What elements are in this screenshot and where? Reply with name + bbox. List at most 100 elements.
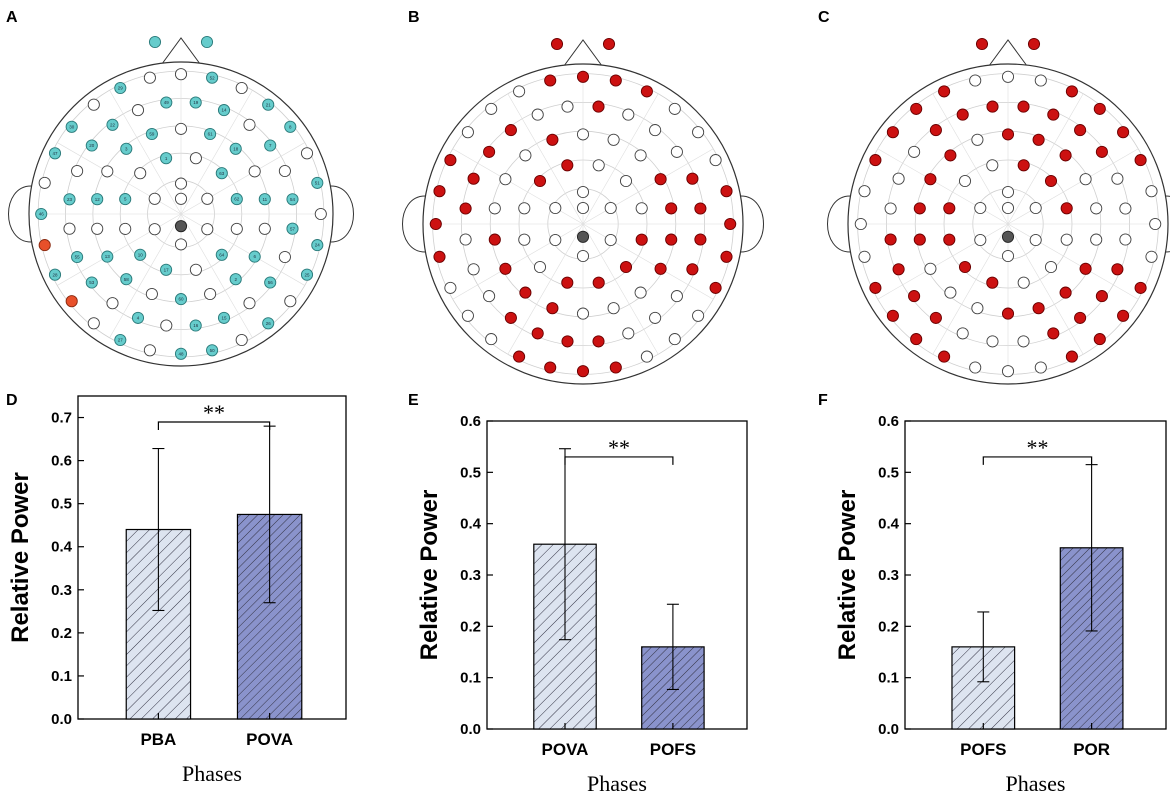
x-axis-label: Phases bbox=[182, 761, 242, 786]
right-ear bbox=[330, 185, 354, 243]
electrode bbox=[160, 96, 173, 109]
y-tick-label: 0.5 bbox=[460, 464, 481, 481]
electrode bbox=[986, 276, 999, 289]
electrode-number: 59 bbox=[149, 132, 155, 137]
y-tick-label: 0.4 bbox=[51, 539, 73, 556]
electrode bbox=[429, 217, 442, 231]
electrode bbox=[854, 217, 867, 231]
electrode bbox=[264, 139, 277, 152]
electrode bbox=[694, 202, 707, 215]
electrode bbox=[592, 276, 605, 289]
electrode bbox=[204, 287, 217, 301]
y-tick-label: 0.5 bbox=[51, 496, 72, 513]
electrode bbox=[143, 344, 156, 357]
left-ear bbox=[8, 185, 32, 243]
x-axis-label: Phases bbox=[1006, 771, 1066, 794]
electrode bbox=[230, 193, 243, 206]
electrode bbox=[300, 268, 314, 281]
electrode bbox=[1029, 233, 1042, 247]
electrode bbox=[314, 207, 327, 221]
electrode bbox=[433, 250, 446, 263]
grid-spoke bbox=[57, 213, 182, 286]
head-map-b bbox=[402, 37, 764, 385]
panel-label-d: D bbox=[6, 392, 18, 409]
grid-spoke bbox=[507, 93, 584, 225]
electrode bbox=[48, 268, 62, 281]
electrode bbox=[215, 167, 228, 180]
electrode bbox=[131, 104, 145, 117]
electrode bbox=[692, 126, 705, 139]
electrode-number: 55 bbox=[75, 255, 81, 260]
electrode bbox=[986, 335, 999, 348]
electrode-number: 51 bbox=[315, 181, 321, 186]
electrode bbox=[114, 333, 127, 347]
electrode-number: 60 bbox=[178, 297, 184, 302]
electrode bbox=[604, 201, 617, 215]
electrode bbox=[1017, 159, 1030, 172]
electrode bbox=[1044, 174, 1058, 188]
electrode bbox=[622, 327, 635, 340]
x-axis-label: Phases bbox=[587, 771, 647, 794]
electrode-number: 20 bbox=[89, 143, 95, 148]
grid-spoke bbox=[877, 148, 1009, 225]
y-tick-label: 0.7 bbox=[51, 410, 72, 427]
electrode bbox=[1093, 102, 1106, 115]
electrode bbox=[206, 71, 219, 84]
electrode bbox=[686, 263, 699, 276]
y-tick-label: 0.6 bbox=[460, 413, 481, 430]
electrode-number: 61 bbox=[208, 132, 214, 137]
electrode bbox=[1111, 172, 1124, 185]
electrode-number: 16 bbox=[193, 323, 199, 328]
electrode-number: 62 bbox=[234, 197, 240, 202]
electrode bbox=[459, 233, 472, 246]
electrode bbox=[607, 302, 620, 315]
electrode-number: 18 bbox=[233, 146, 239, 151]
electrode bbox=[1047, 108, 1060, 121]
electrode bbox=[217, 311, 231, 324]
electrode bbox=[546, 302, 559, 315]
electrode bbox=[1134, 281, 1147, 294]
electrode bbox=[619, 260, 633, 274]
frontal-electrode bbox=[200, 35, 214, 49]
electrode bbox=[444, 281, 457, 294]
electrode-number: 58 bbox=[124, 277, 130, 282]
electrode bbox=[1079, 262, 1092, 275]
electrode bbox=[561, 276, 574, 289]
electrode bbox=[1017, 335, 1030, 348]
electrode bbox=[720, 185, 733, 198]
panel-label-f: F bbox=[818, 392, 828, 409]
electrode bbox=[956, 108, 969, 121]
grid-spoke bbox=[180, 213, 253, 338]
electrode bbox=[1145, 250, 1158, 263]
electrode bbox=[1074, 124, 1087, 137]
electrode bbox=[264, 276, 277, 289]
electrode-number: 54 bbox=[290, 197, 296, 202]
electrode bbox=[561, 100, 574, 113]
grid-spoke bbox=[932, 93, 1009, 225]
y-tick-label: 0.0 bbox=[51, 711, 72, 728]
electrode bbox=[467, 172, 480, 185]
electrode bbox=[206, 344, 219, 357]
electrode bbox=[278, 250, 291, 264]
electrode bbox=[85, 276, 98, 289]
electrode bbox=[504, 311, 517, 324]
electrode bbox=[286, 193, 299, 206]
electrode bbox=[101, 250, 114, 263]
electrode bbox=[488, 233, 501, 246]
electrode bbox=[311, 176, 324, 189]
electrode bbox=[635, 233, 648, 246]
electrode bbox=[634, 149, 647, 162]
electrode-number: 1 bbox=[165, 156, 168, 161]
electrode bbox=[87, 98, 100, 111]
electrode bbox=[1017, 276, 1030, 289]
electrode bbox=[640, 85, 653, 98]
electrode bbox=[886, 309, 899, 322]
electrode bbox=[85, 139, 98, 152]
electrode bbox=[908, 145, 921, 158]
frontal-electrode bbox=[602, 37, 616, 51]
electrode bbox=[692, 309, 705, 322]
electrode bbox=[189, 263, 202, 276]
electrode bbox=[1001, 365, 1015, 378]
electrode bbox=[1017, 100, 1030, 113]
